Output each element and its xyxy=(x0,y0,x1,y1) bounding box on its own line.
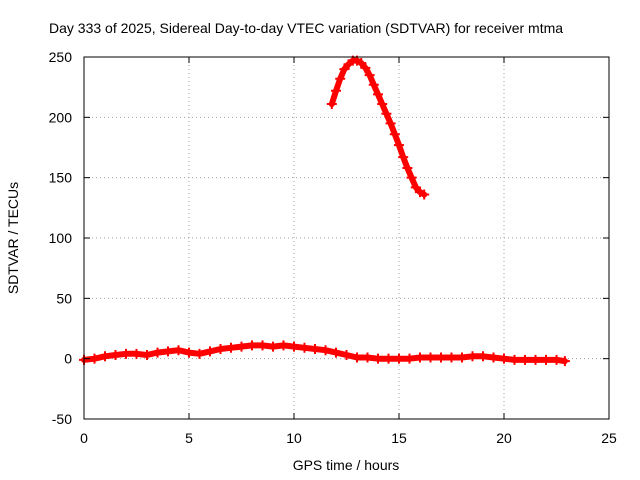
data-point xyxy=(257,340,268,351)
data-point xyxy=(457,352,467,363)
data-point xyxy=(131,348,142,359)
series-layer xyxy=(79,55,570,367)
data-point xyxy=(331,85,341,96)
data-point xyxy=(402,163,413,174)
data-point xyxy=(373,89,383,100)
data-point xyxy=(509,354,520,365)
data-point xyxy=(377,99,388,110)
axis-ticks: 0 5 10 15 20 25 -50 0 50 100 150 200 250 xyxy=(49,49,617,446)
data-point xyxy=(541,354,551,365)
y-tick-label: 200 xyxy=(49,109,73,125)
data-point xyxy=(331,347,341,358)
data-point xyxy=(362,352,373,363)
data-point xyxy=(215,344,226,355)
x-axis-label: GPS time / hours xyxy=(293,457,400,473)
data-point xyxy=(226,342,236,353)
series-low-band xyxy=(79,340,570,367)
series-high-band xyxy=(326,55,430,200)
data-point xyxy=(436,352,446,363)
data-point xyxy=(335,73,346,84)
x-tick-label: 0 xyxy=(80,430,88,446)
x-tick-label: 15 xyxy=(391,430,407,446)
data-point xyxy=(184,347,194,358)
y-axis-label: SDTVAR / TECUs xyxy=(5,182,21,294)
data-point xyxy=(289,341,299,352)
data-point xyxy=(446,352,457,363)
data-point xyxy=(121,348,131,359)
data-point xyxy=(499,353,509,364)
plot-frame xyxy=(83,56,610,420)
grid xyxy=(84,57,609,419)
y-tick-label: 250 xyxy=(49,49,73,65)
data-point xyxy=(110,350,121,361)
data-point xyxy=(381,108,392,119)
data-point xyxy=(530,354,541,365)
data-point xyxy=(425,352,436,363)
data-point xyxy=(326,99,337,110)
data-point xyxy=(478,351,488,362)
data-point xyxy=(173,345,184,356)
data-point xyxy=(373,353,383,364)
data-point xyxy=(341,350,352,361)
data-point xyxy=(398,152,409,163)
y-tick-label: 150 xyxy=(49,170,73,186)
x-tick-label: 20 xyxy=(496,430,512,446)
data-point xyxy=(419,189,430,200)
data-point xyxy=(488,352,499,363)
data-point xyxy=(205,346,215,357)
data-point xyxy=(368,79,379,90)
data-point xyxy=(89,353,100,364)
data-point xyxy=(152,347,163,358)
data-point xyxy=(394,353,404,364)
data-point xyxy=(310,344,320,355)
data-point xyxy=(278,340,289,351)
data-point xyxy=(247,340,257,351)
data-point xyxy=(559,356,570,367)
y-tick-label: 50 xyxy=(56,290,72,306)
y-tick-label: 100 xyxy=(49,230,73,246)
x-tick-label: 10 xyxy=(286,430,302,446)
data-point xyxy=(394,140,404,151)
data-point xyxy=(383,353,394,364)
x-tick-label: 25 xyxy=(601,430,617,446)
chart-title: Day 333 of 2025, Sidereal Day-to-day VTE… xyxy=(49,20,563,36)
data-point xyxy=(415,352,425,363)
data-point xyxy=(520,354,530,365)
data-point xyxy=(236,341,247,352)
data-point xyxy=(299,342,310,353)
data-point xyxy=(142,350,152,361)
x-tick-label: 5 xyxy=(185,430,193,446)
data-point xyxy=(467,351,478,362)
data-point xyxy=(404,353,415,364)
data-point xyxy=(551,354,562,365)
data-point xyxy=(268,341,278,352)
series-trace xyxy=(328,57,428,198)
data-point xyxy=(389,129,400,140)
y-tick-label: 0 xyxy=(64,351,72,367)
data-point xyxy=(385,118,396,129)
data-point xyxy=(320,345,331,356)
data-point xyxy=(360,62,371,73)
data-point xyxy=(100,351,110,362)
data-point xyxy=(352,352,362,363)
data-point xyxy=(364,70,375,81)
data-point xyxy=(194,348,205,359)
y-tick-label: -50 xyxy=(52,411,72,427)
data-point xyxy=(163,346,173,357)
data-point xyxy=(406,172,417,183)
